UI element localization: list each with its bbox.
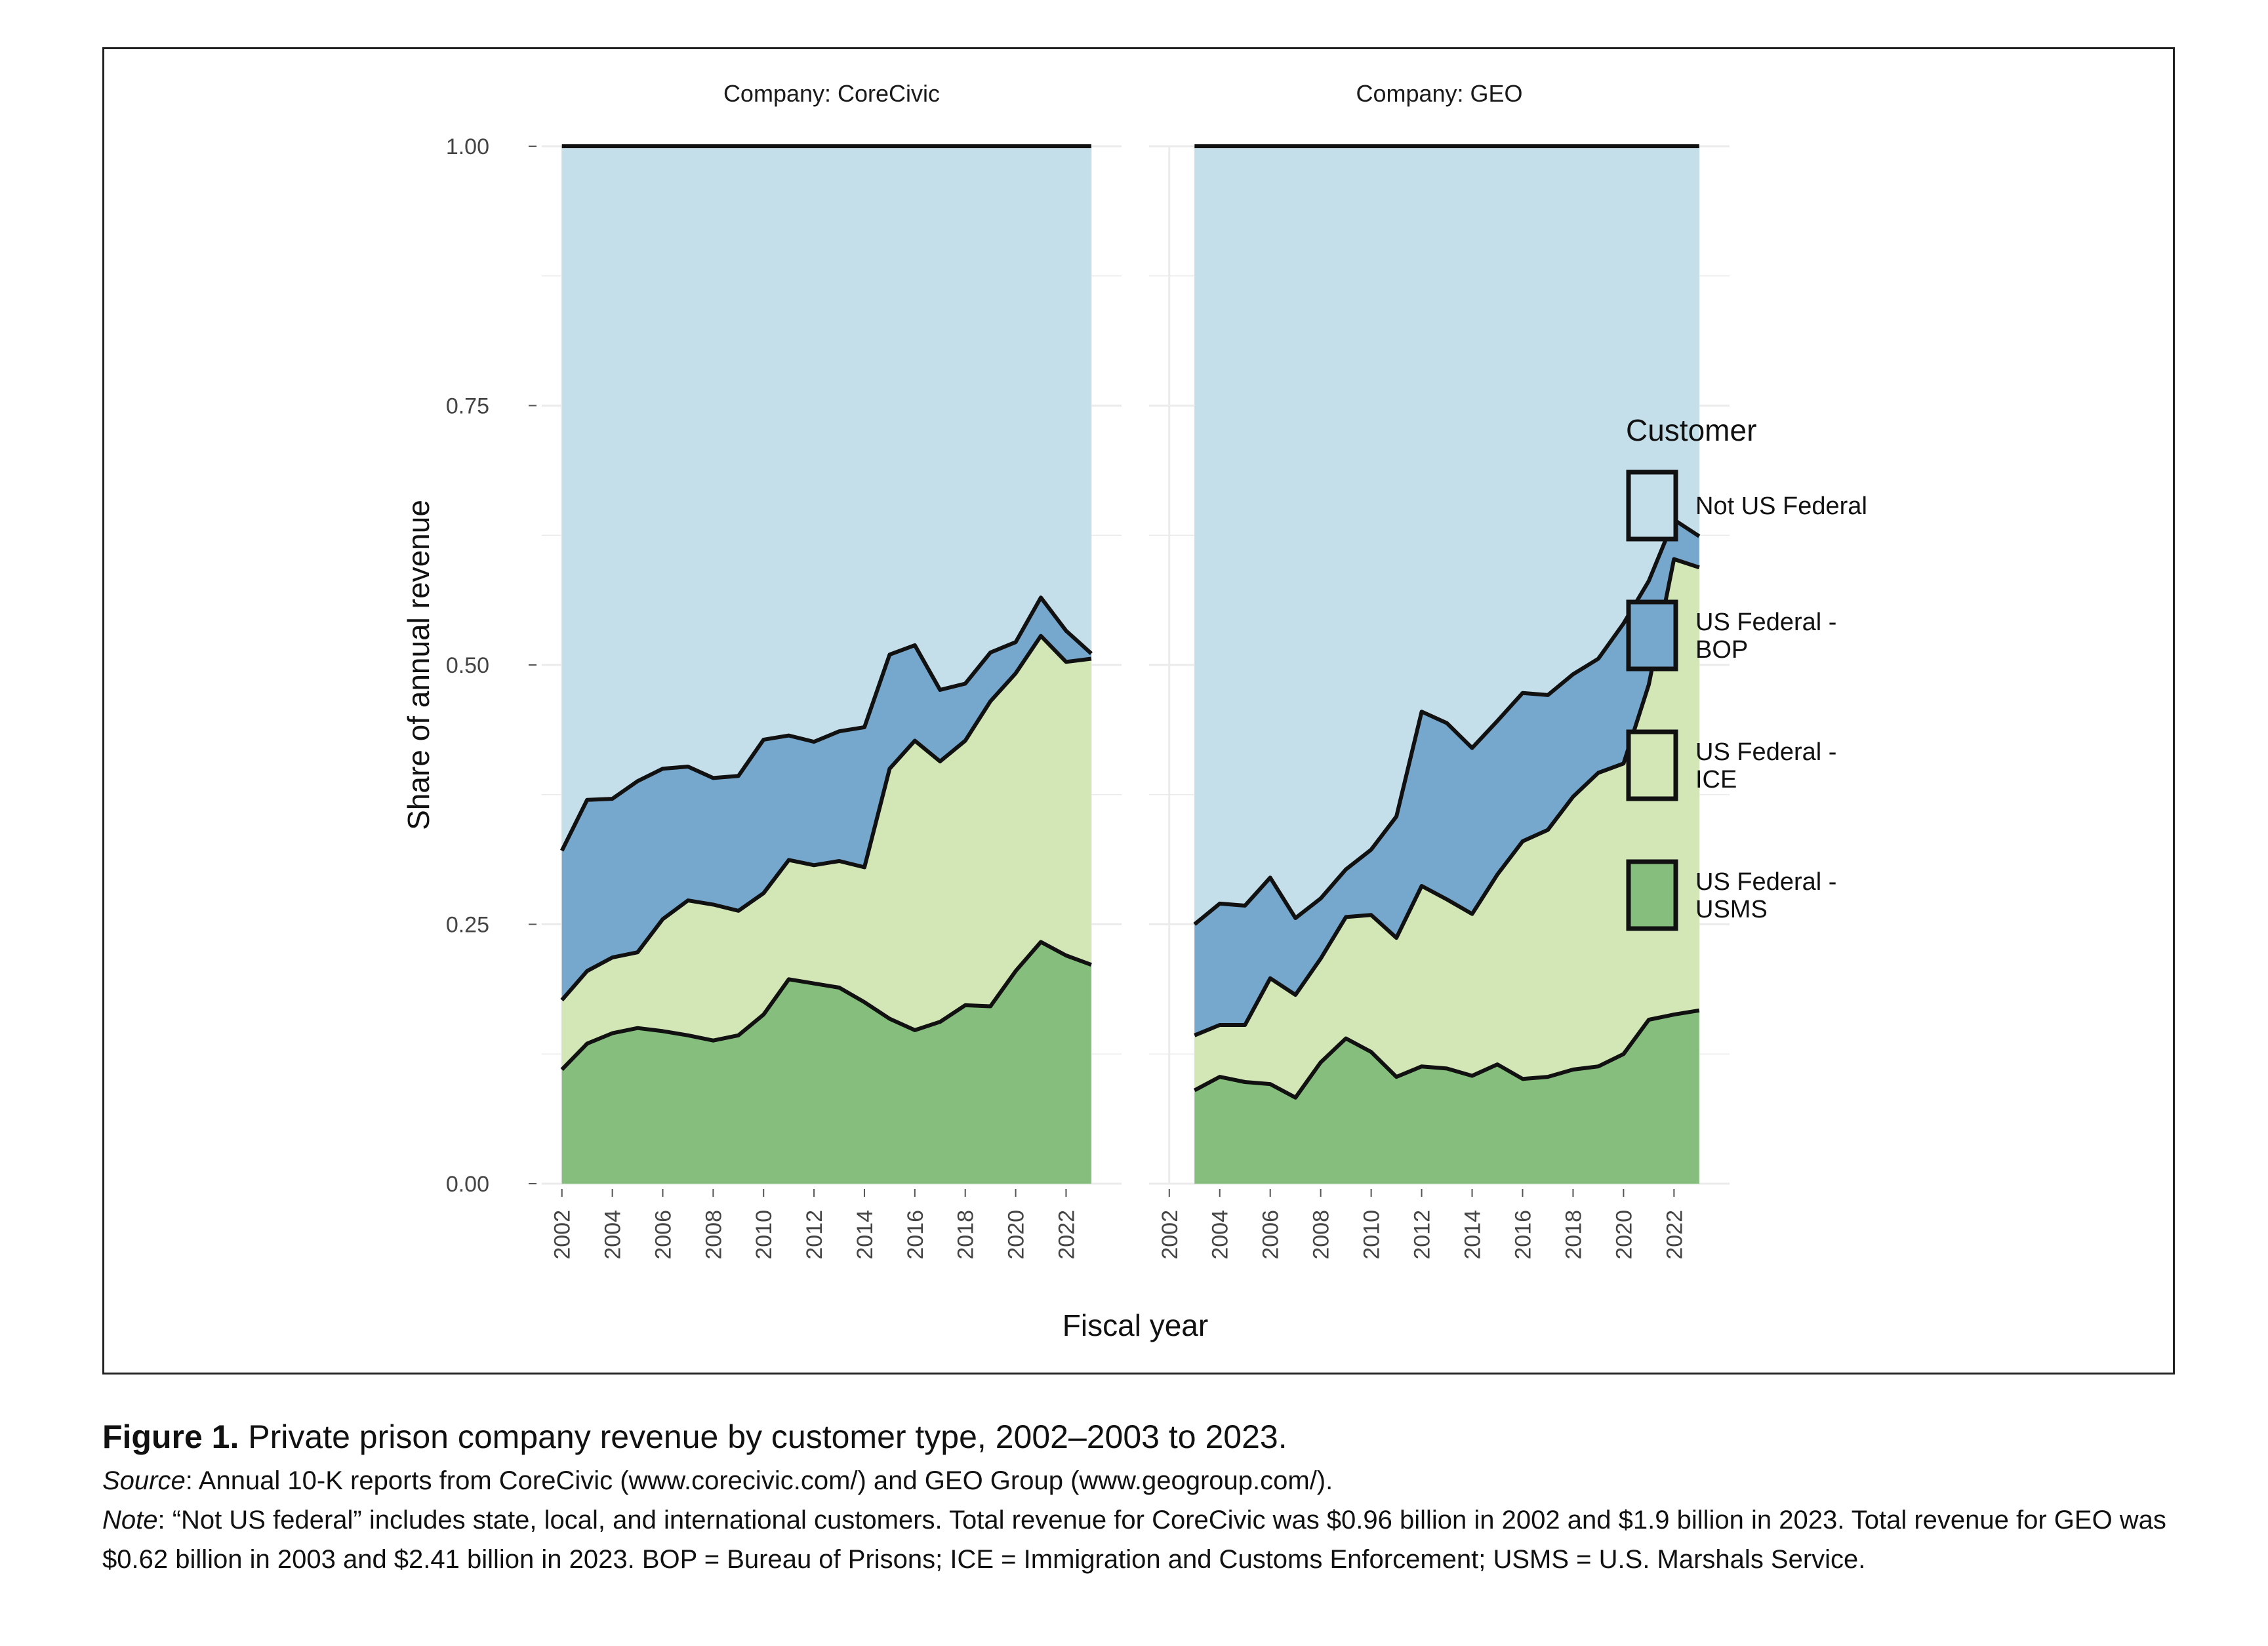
caption-notes: Source: Annual 10-K reports from CoreCiv… bbox=[102, 1461, 2201, 1579]
x-tick-label: 2012 bbox=[802, 1210, 827, 1260]
legend-title: Customer bbox=[1626, 413, 1756, 447]
figure-label: Figure 1. bbox=[102, 1418, 239, 1455]
figure-caption: Figure 1. Private prison company revenue… bbox=[102, 1416, 2201, 1579]
x-tick-label: 2002 bbox=[550, 1210, 575, 1260]
x-tick-label: 2014 bbox=[853, 1210, 878, 1260]
x-tick-label: 2008 bbox=[701, 1210, 726, 1260]
x-tick-label: 2002 bbox=[1158, 1210, 1183, 1260]
caption-note: Note: “Not US federal” includes state, l… bbox=[102, 1500, 2201, 1579]
legend-label: US Federal - bbox=[1695, 609, 1836, 636]
x-tick-label: 2020 bbox=[1004, 1210, 1029, 1260]
legend-label: Not US Federal bbox=[1695, 492, 1867, 520]
area-geo-us-federal-bop bbox=[1194, 519, 1699, 1035]
area-corecivic-us-federal-bop bbox=[561, 597, 1091, 1000]
legend-swatch bbox=[1626, 599, 1678, 672]
area-geo-not-us-federal bbox=[1194, 146, 1699, 925]
legend-swatch bbox=[1626, 859, 1678, 931]
boundary-line-geo bbox=[1193, 517, 1701, 926]
x-tick-label: 2018 bbox=[954, 1210, 979, 1260]
x-tick-label: 2010 bbox=[1360, 1210, 1385, 1260]
x-tick-label: 2018 bbox=[1561, 1210, 1586, 1260]
legend-label: ICE bbox=[1695, 766, 1737, 793]
facet-label-geo: Company: GEO bbox=[1356, 80, 1522, 107]
y-tick-label: 0.75 bbox=[446, 394, 489, 419]
x-tick-label: 2020 bbox=[1611, 1210, 1636, 1260]
boundary-line-geo bbox=[1194, 557, 1700, 1037]
x-tick-label: 2022 bbox=[1662, 1210, 1687, 1260]
y-axis-label: Share of annual revenue bbox=[401, 500, 435, 830]
legend-label: USMS bbox=[1695, 896, 1768, 923]
boundary-line-corecivic bbox=[560, 940, 1092, 1072]
legend-label: US Federal - bbox=[1695, 738, 1836, 766]
chart-svg: Company: CoreCivic 2002 2004 2006 2008 2010 20… bbox=[401, 80, 1867, 1342]
area-corecivic-not-us-federal bbox=[561, 146, 1091, 851]
area-geo-us-federal-ice bbox=[1194, 559, 1699, 1098]
y-tick-label: 1.00 bbox=[446, 134, 489, 159]
boundary-line-corecivic bbox=[560, 633, 1092, 1001]
caption-source: Source: Annual 10-K reports from CoreCiv… bbox=[102, 1461, 2201, 1500]
x-tick-label: 2014 bbox=[1461, 1210, 1486, 1260]
x-tick-label: 2006 bbox=[1259, 1210, 1284, 1260]
facet-label-corecivic: Company: CoreCivic bbox=[723, 80, 940, 107]
x-axis-label: Fiscal year bbox=[1063, 1308, 1208, 1342]
x-tick-label: 2016 bbox=[1510, 1210, 1535, 1260]
boundary-line-corecivic bbox=[560, 595, 1093, 852]
x-tick-label: 2004 bbox=[1208, 1210, 1233, 1260]
legend-label: BOP bbox=[1695, 636, 1748, 664]
legend-swatch bbox=[1626, 729, 1678, 801]
y-tick-label: 0.00 bbox=[446, 1172, 489, 1197]
x-tick-label: 2012 bbox=[1410, 1210, 1435, 1260]
y-tick-label: 0.50 bbox=[446, 653, 489, 678]
source-label: Source bbox=[102, 1466, 186, 1495]
area-corecivic-us-federal-usms bbox=[561, 942, 1091, 1184]
x-tick-label: 2016 bbox=[903, 1210, 928, 1260]
area-corecivic-us-federal-ice bbox=[561, 635, 1091, 1070]
note-text: : “Not US federal” includes state, local… bbox=[102, 1506, 2166, 1574]
x-tick-label: 2006 bbox=[651, 1210, 676, 1260]
source-text: : Annual 10-K reports from CoreCivic (ww… bbox=[185, 1466, 1333, 1495]
caption-title-line: Figure 1. Private prison company revenue… bbox=[102, 1416, 2201, 1457]
legend-label: US Federal - bbox=[1695, 868, 1836, 896]
note-label: Note bbox=[102, 1506, 158, 1535]
y-tick-label: 0.25 bbox=[446, 913, 489, 938]
caption-title: Private prison company revenue by custom… bbox=[248, 1418, 1287, 1455]
boundary-line-geo bbox=[1193, 1008, 1700, 1100]
x-tick-label: 2010 bbox=[752, 1210, 777, 1260]
area-geo-us-federal-usms bbox=[1194, 1010, 1699, 1184]
x-tick-label: 2008 bbox=[1309, 1210, 1334, 1260]
x-tick-label: 2004 bbox=[601, 1210, 626, 1260]
x-tick-label: 2022 bbox=[1054, 1210, 1079, 1260]
legend-swatch bbox=[1626, 470, 1678, 542]
figure-frame: Company: CoreCivic 2002 2004 2006 2008 2010 20… bbox=[102, 47, 2175, 1375]
